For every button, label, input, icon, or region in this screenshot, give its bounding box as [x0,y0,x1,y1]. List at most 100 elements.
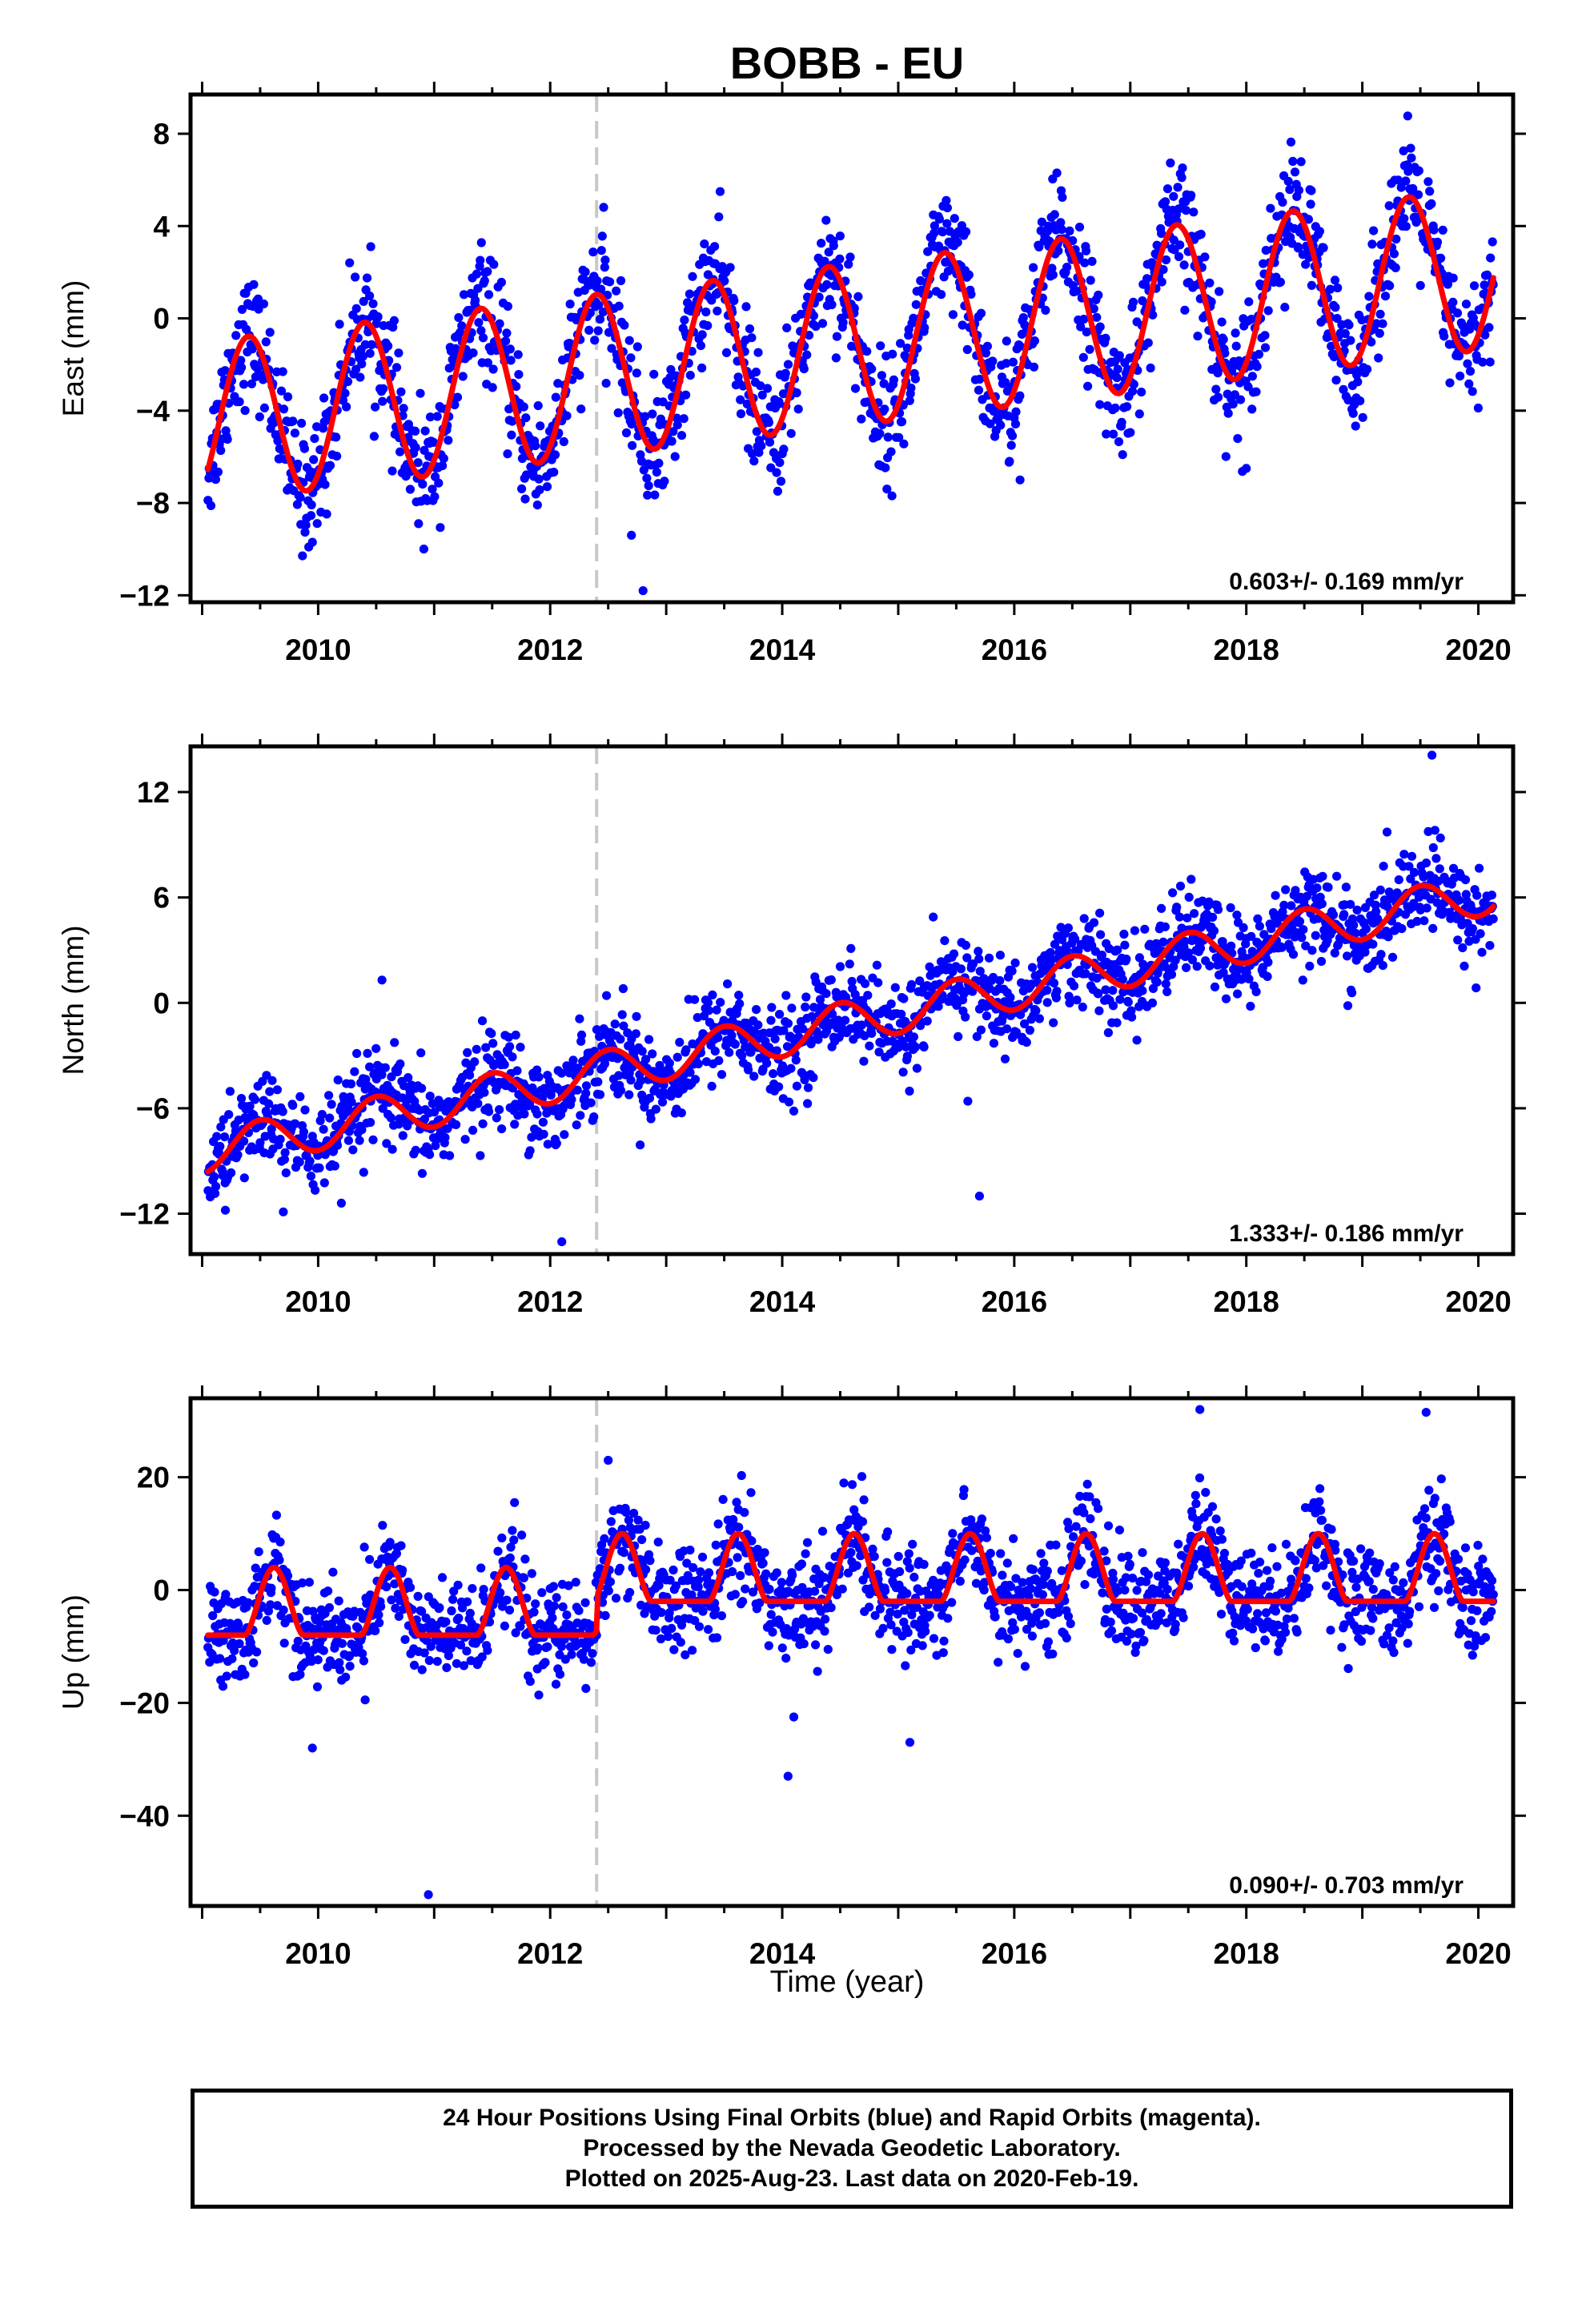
north-data-point [1221,994,1231,1003]
north-data-point [1407,851,1417,861]
east-data-point [239,380,249,389]
up-data-point [1022,1624,1032,1634]
east-data-point [640,412,650,421]
north-data-point [1279,900,1289,910]
east-data-point [503,301,513,312]
north-data-point [803,1083,813,1092]
north-data-point [899,994,909,1003]
east-data-point [981,348,990,358]
east-rate-label: 0.603+/- 0.169 mm/yr [1229,569,1464,595]
north-data-point [504,1032,514,1042]
east-data-point [474,318,484,328]
north-data-point [1175,881,1186,891]
up-data-point [881,1586,890,1595]
north-data-point [1295,917,1305,927]
east-data-point [976,308,986,318]
up-data-point [711,1540,721,1550]
east-data-point [1030,336,1039,346]
east-data-point [418,480,428,489]
north-data-point [365,1062,375,1072]
north-data-point [1255,922,1264,931]
north-data-point [833,1015,843,1025]
north-data-point [710,1047,720,1056]
up-data-point [621,1507,631,1517]
north-data-point [434,1096,444,1105]
east-data-point [945,227,954,236]
east-data-point [1401,176,1411,186]
up-data-point [335,1665,345,1675]
north-ytick-label: 12 [137,776,170,809]
up-data-point [548,1613,557,1622]
north-data-point [1209,926,1219,935]
up-data-point [279,1638,289,1648]
up-data-point [1071,1522,1081,1531]
up-data-point [385,1538,395,1547]
up-data-point [400,1634,410,1644]
east-data-point [1214,392,1223,402]
east-data-point [672,413,682,423]
north-data-point [1428,923,1438,933]
up-data-point [1003,1634,1013,1644]
north-data-point [1051,993,1061,1003]
up-data-point [669,1645,679,1655]
north-data-point [581,1088,591,1098]
east-data-point [613,408,623,418]
up-data-point [479,1585,488,1594]
north-data-point [929,912,938,922]
east-data-point [1113,364,1122,374]
east-data-point [1247,404,1257,414]
east-data-point [1375,328,1384,338]
east-data-point [600,255,610,265]
east-data-point [1285,185,1295,195]
north-data-point [1000,1054,1010,1063]
east-data-point [1367,239,1377,249]
east-data-point [396,387,406,396]
north-data-point [1316,956,1327,967]
up-data-point [525,1677,535,1687]
north-data-point [791,1055,801,1065]
east-data-point [1078,352,1088,362]
east-data-point [752,427,761,436]
east-data-point [905,396,914,405]
east-data-point [934,215,944,224]
east-data-point [1065,226,1074,235]
east-data-point [428,437,439,448]
east-data-point [1083,381,1093,391]
east-data-point [754,448,764,457]
up-data-point [698,1606,708,1616]
north-data-point [766,1015,776,1025]
east-data-point [829,241,838,251]
north-data-point [480,1088,489,1097]
east-data-point [394,348,404,358]
north-data-point [610,1019,620,1029]
up-data-point [977,1514,986,1524]
up-data-point [437,1573,448,1582]
east-data-point [413,458,423,468]
up-data-point [222,1671,231,1681]
east-data-point [1001,378,1010,388]
up-data-point [328,1567,338,1577]
east-data-point [299,444,309,453]
up-data-point [447,1606,456,1616]
east-data-point [1488,237,1497,247]
east-data-point [681,390,691,400]
up-data-point [548,1582,559,1591]
north-data-point [636,1140,645,1150]
north-data-point [626,1076,636,1085]
north-data-point [867,1028,877,1038]
up-data-point [852,1561,861,1570]
north-data-point [1050,939,1060,949]
east-data-point [612,286,621,296]
east-data-point [882,485,892,494]
north-data-point [1360,947,1370,957]
north-data-point [363,1048,372,1058]
north-data-point [685,1068,695,1077]
east-data-point [710,242,720,251]
east-data-point [1215,287,1224,296]
up-data-point [737,1470,746,1481]
north-data-point [873,978,883,987]
north-data-point [572,1120,581,1130]
east-data-point [822,279,832,289]
east-data-point [1011,407,1021,416]
up-data-point [772,1568,781,1578]
